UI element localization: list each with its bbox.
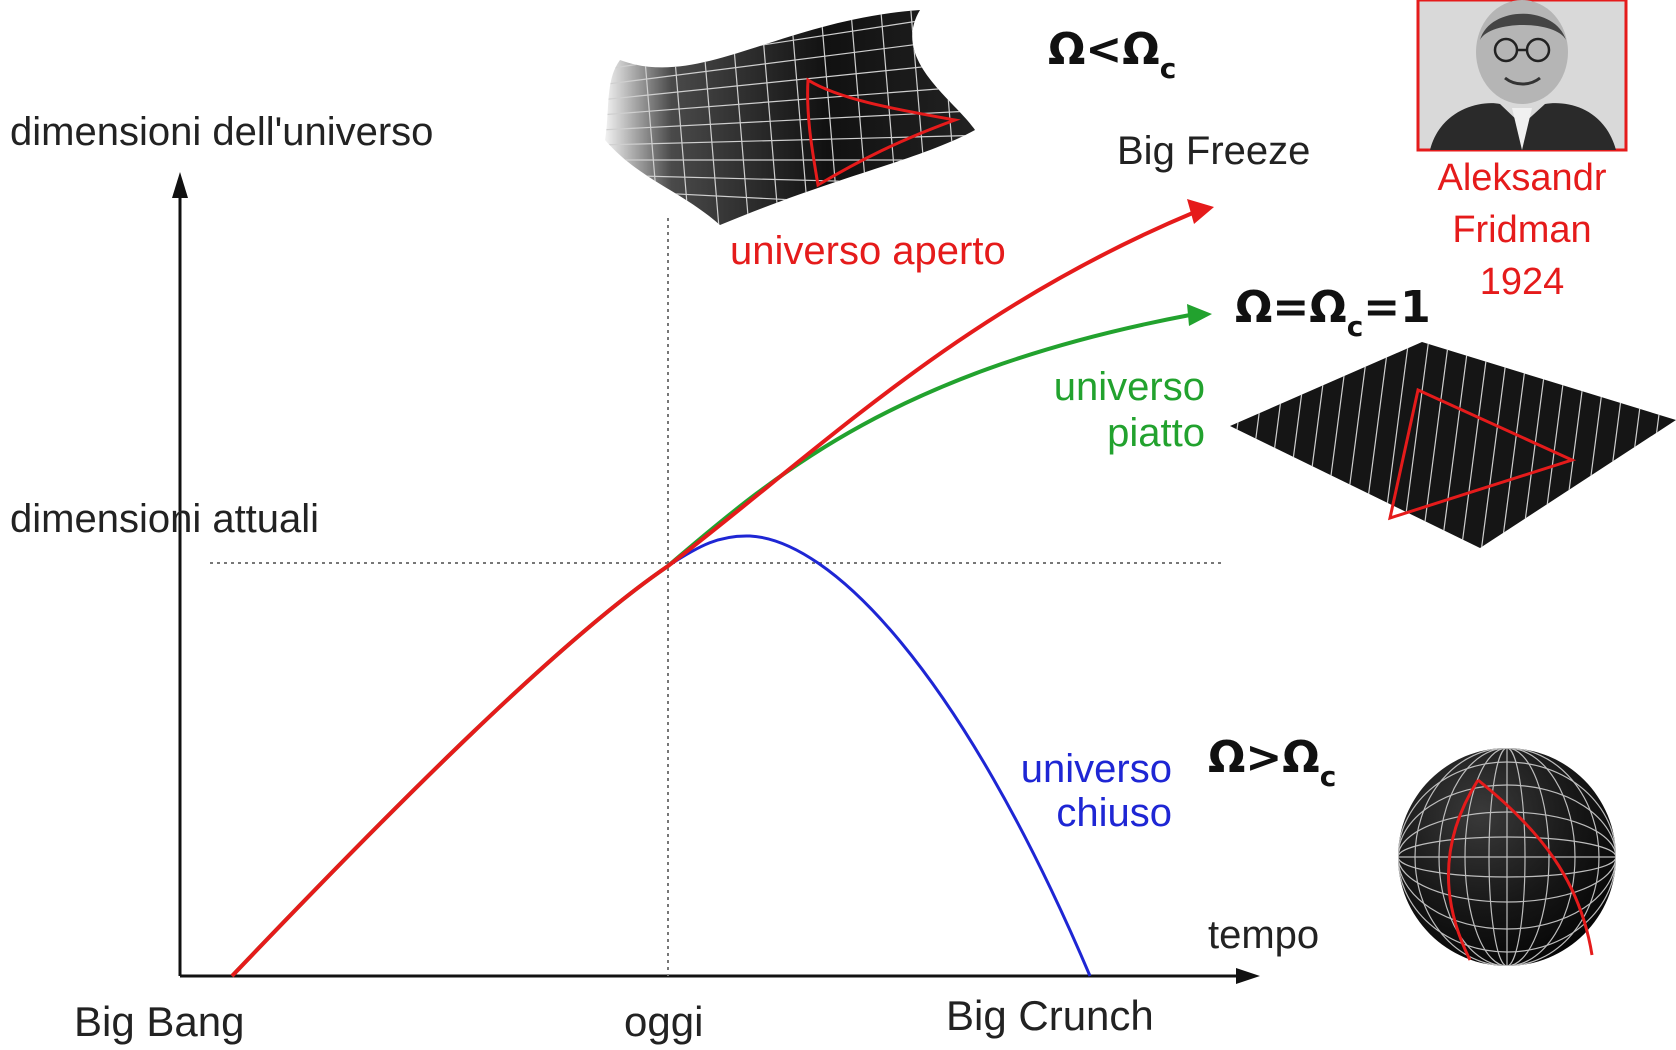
x-axis-label: tempo — [1208, 913, 1319, 957]
omega-open-formula: Ω<Ωc — [1048, 24, 1176, 85]
portrait-year: 1924 — [1480, 261, 1565, 303]
flat-plane-image — [1230, 342, 1676, 548]
fridman-portrait — [1416, 0, 1628, 152]
tick-today: oggi — [624, 998, 703, 1045]
saddle-surface-image — [605, 10, 975, 225]
portrait-name-line2: Fridman — [1452, 209, 1591, 251]
open-universe-arrowhead — [1187, 199, 1214, 224]
omega-closed-formula: Ω>Ωc — [1208, 732, 1336, 793]
omega-flat-formula: Ω=Ωc=1 — [1235, 282, 1431, 343]
open-universe-curve — [230, 210, 1196, 978]
closed-universe-label-line2: chiuso — [1056, 791, 1172, 835]
y-axis-label: dimensioni dell'universo — [10, 110, 433, 154]
portrait-name-line1: Aleksandr — [1438, 157, 1607, 199]
flat-universe-arrowhead — [1187, 304, 1212, 326]
tick-big-bang: Big Bang — [74, 998, 244, 1045]
flat-universe-label-line1: universo — [1054, 365, 1205, 409]
x-axis-arrowhead — [1236, 968, 1260, 984]
sphere-image — [1398, 748, 1616, 966]
open-universe-label: universo aperto — [730, 229, 1006, 273]
closed-universe-curve — [230, 534, 1092, 978]
flat-universe-label-line2: piatto — [1107, 411, 1205, 455]
tick-big-crunch: Big Crunch — [946, 992, 1154, 1039]
current-size-label: dimensioni attuali — [10, 497, 319, 541]
big-freeze-label: Big Freeze — [1117, 129, 1310, 173]
closed-universe-label-line1: universo — [1021, 747, 1172, 791]
y-axis-arrowhead — [172, 172, 188, 198]
